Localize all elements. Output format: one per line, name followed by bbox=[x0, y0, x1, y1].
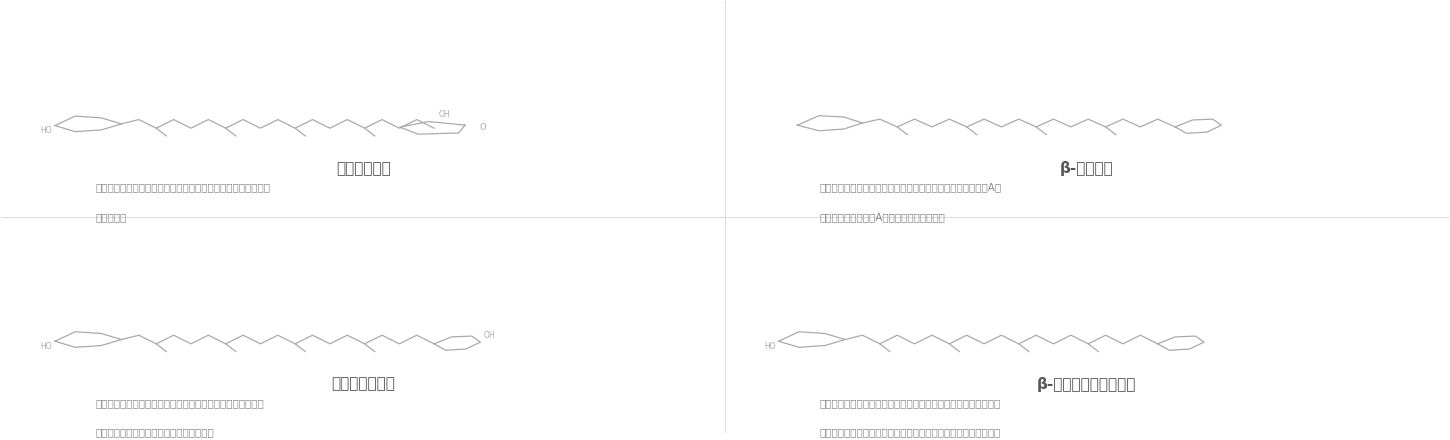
Text: O: O bbox=[480, 123, 486, 132]
Text: OH: OH bbox=[483, 331, 494, 340]
Text: β-カロテン: β-カロテン bbox=[1060, 161, 1114, 176]
Text: 最も一般的なカロテノイド。体内では必要に応じてビタミンAに: 最も一般的なカロテノイド。体内では必要に応じてビタミンAに bbox=[819, 183, 1000, 193]
Text: により、種々の疾患リスクを低減する可能性が示されています。: により、種々の疾患リスクを低減する可能性が示されています。 bbox=[819, 428, 1000, 437]
Text: HO: HO bbox=[764, 342, 776, 351]
Text: カプサンチン: カプサンチン bbox=[336, 161, 390, 176]
Text: 存在し、網膜を保護する働きがあります。: 存在し、網膜を保護する働きがあります。 bbox=[96, 428, 215, 437]
Text: ゼアキサンチン: ゼアキサンチン bbox=[331, 377, 396, 392]
Text: OH: OH bbox=[439, 110, 451, 119]
Text: 「温州みかん」にも含まれるカロテノイド。多くの栄養疫学研究: 「温州みかん」にも含まれるカロテノイド。多くの栄養疫学研究 bbox=[819, 398, 1000, 408]
Text: 緑黄色野菜に多く含まれるカロテノイド。目の網膜黄斑部に: 緑黄色野菜に多く含まれるカロテノイド。目の網膜黄斑部に bbox=[96, 398, 264, 408]
Text: β-クリプトキサンチン: β-クリプトキサンチン bbox=[1037, 377, 1137, 392]
Text: HO: HO bbox=[41, 342, 52, 351]
Text: HO: HO bbox=[41, 126, 52, 135]
Text: 変換され、ビタミンAとしても作用します。: 変換され、ビタミンAとしても作用します。 bbox=[819, 212, 945, 222]
Text: トウガラシ属の果実特有のカロテノイド。優れた抗酸化活性が: トウガラシ属の果実特有のカロテノイド。優れた抗酸化活性が bbox=[96, 183, 271, 193]
Text: あります。: あります。 bbox=[96, 212, 126, 222]
